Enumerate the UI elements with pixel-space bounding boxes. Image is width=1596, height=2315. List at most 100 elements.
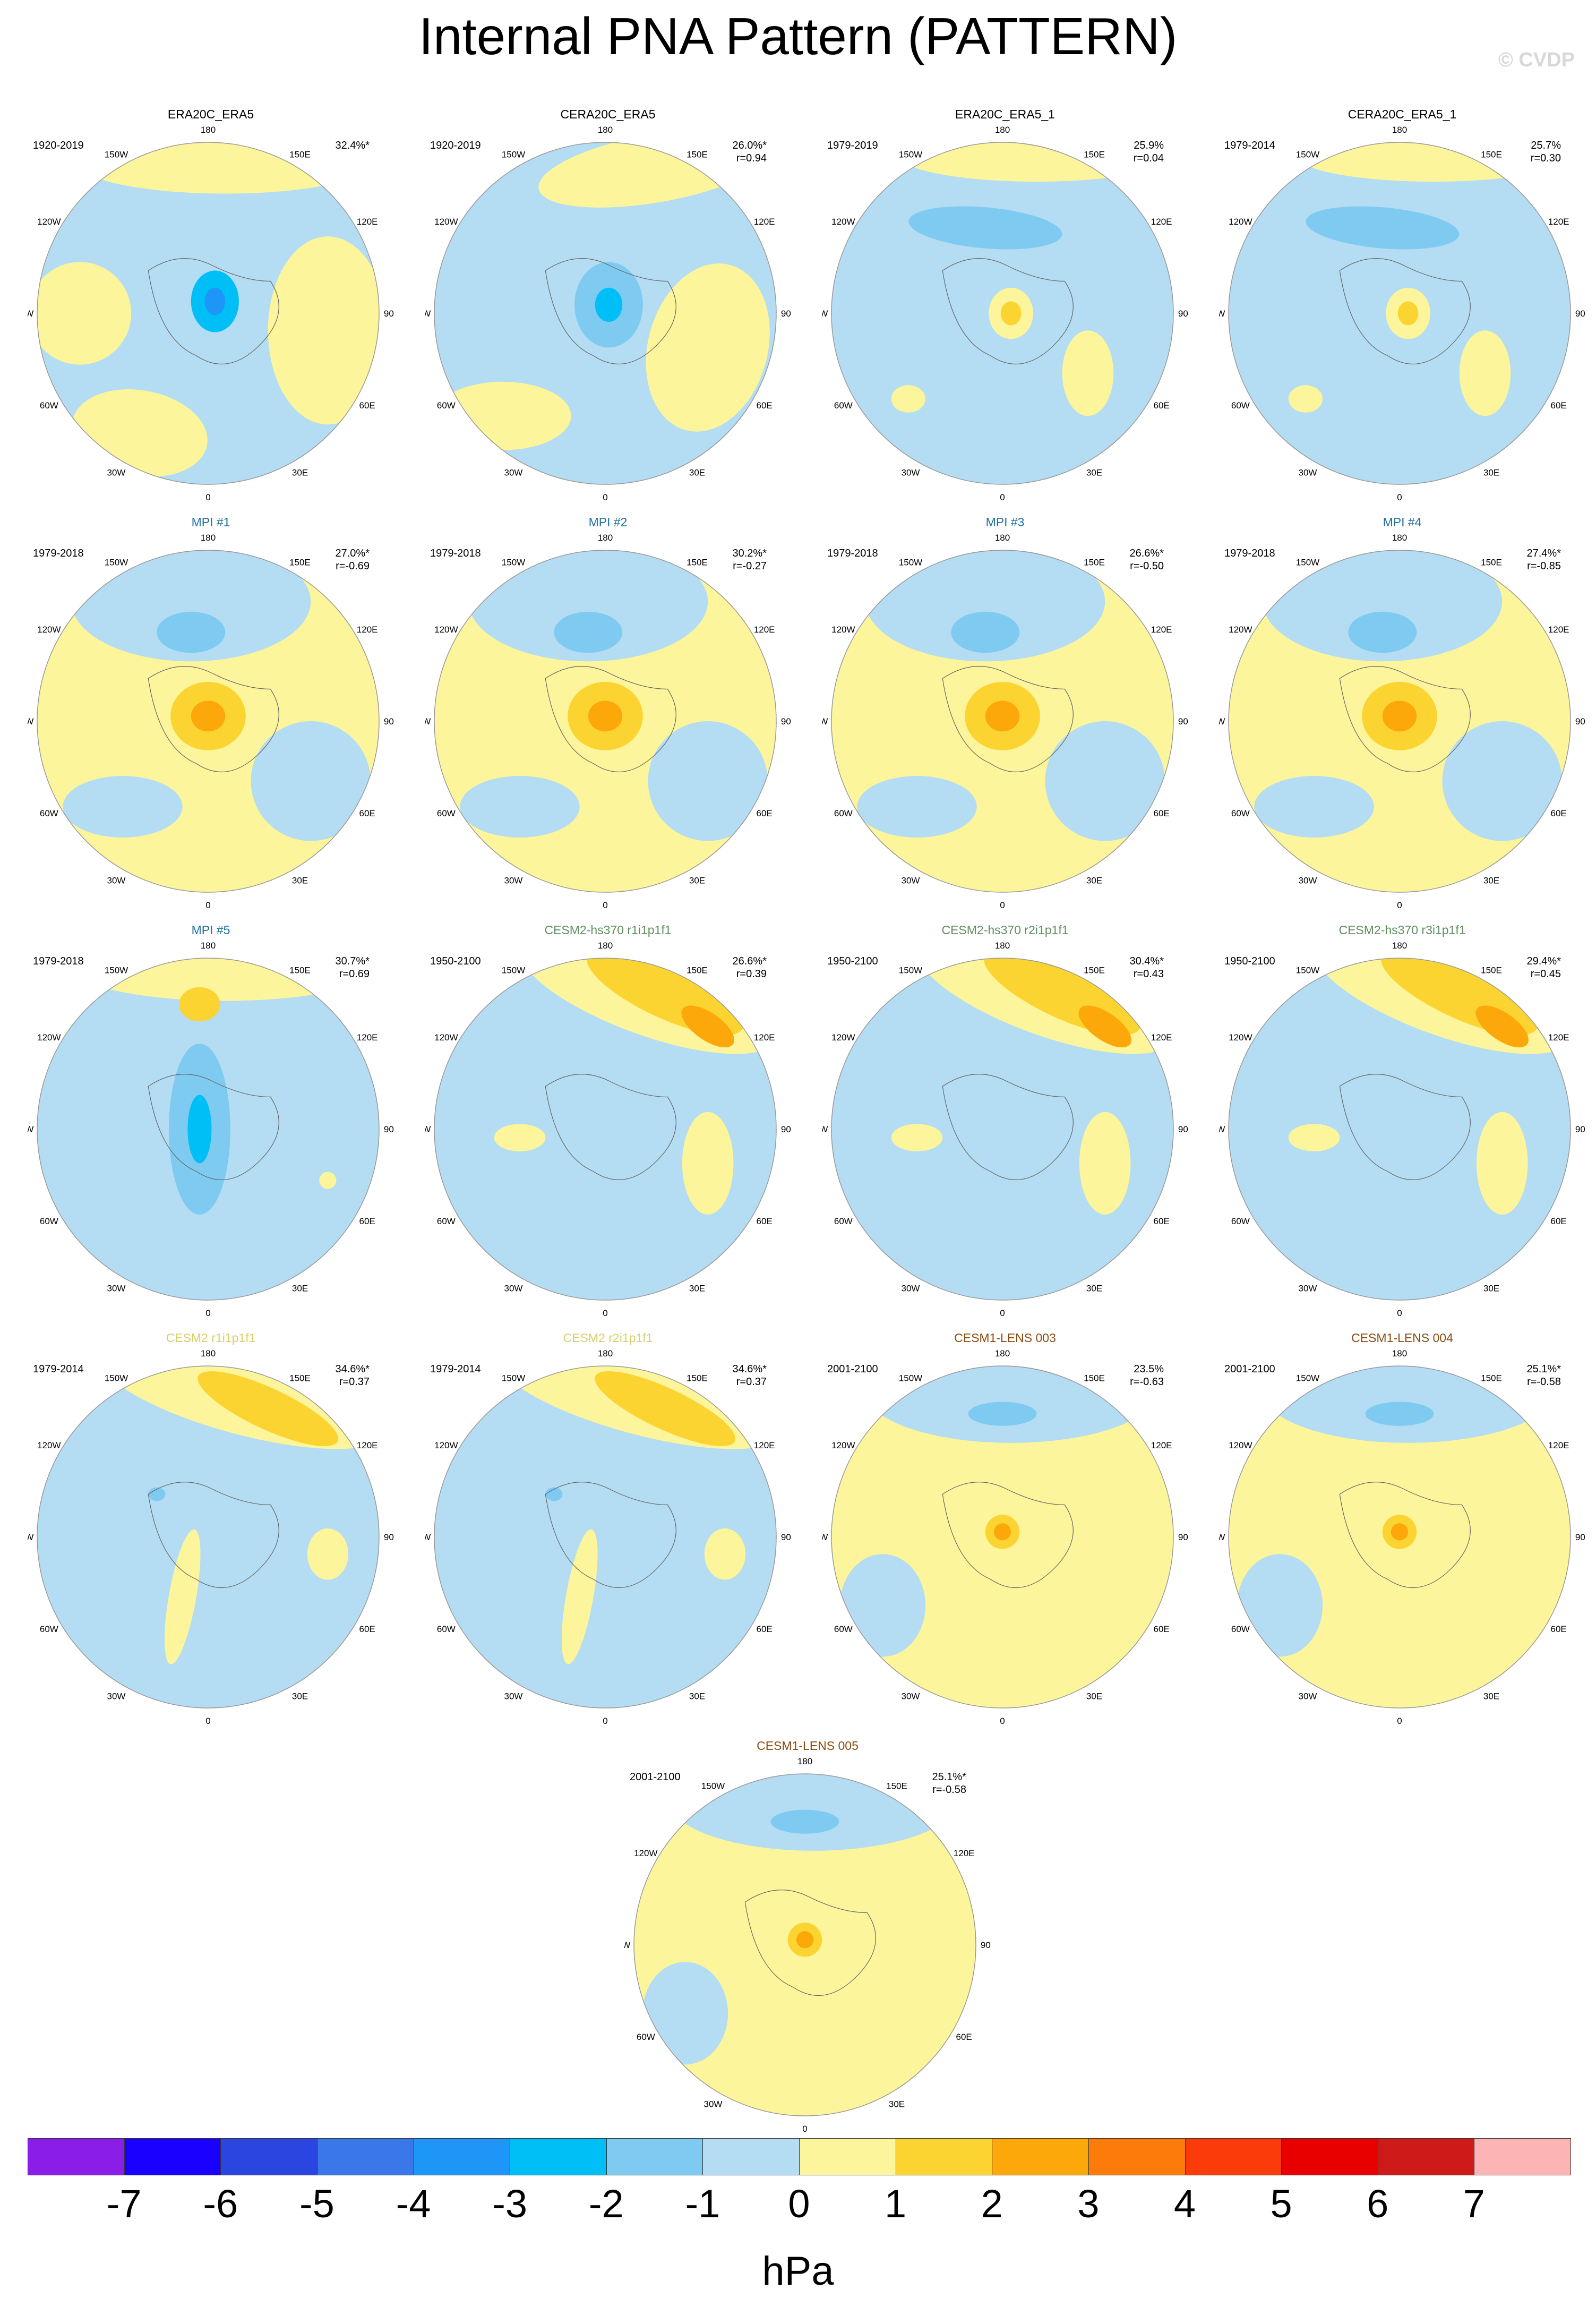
longitude-label: 150E bbox=[1481, 1373, 1502, 1383]
longitude-label: 120E bbox=[1151, 1440, 1172, 1450]
map-outline bbox=[633, 1773, 976, 2116]
longitude-label: 60W bbox=[40, 1216, 58, 1226]
map-outline bbox=[37, 958, 380, 1301]
map-outline bbox=[37, 1365, 380, 1709]
longitude-label: 30W bbox=[107, 468, 126, 478]
longitude-label: 150W bbox=[899, 149, 922, 159]
coastline bbox=[545, 258, 676, 365]
longitude-label: 60W bbox=[834, 1216, 853, 1226]
map-panel: MPI #2 1979-2018 30.2%* r=-0.27 180 150E 120E 9… bbox=[425, 514, 791, 920]
panel-correlation: r=0.94 bbox=[736, 152, 767, 164]
map-panel: CESM2 r1i1p1f1 1979-2014 34.6%* r=0.37 180 15… bbox=[28, 1330, 394, 1736]
longitude-label: 30W bbox=[1299, 1692, 1317, 1702]
panel-correlation: r=0.37 bbox=[339, 1376, 370, 1388]
longitude-label: 60E bbox=[359, 808, 375, 818]
longitude-label: 120W bbox=[37, 1032, 61, 1043]
longitude-label: 120W bbox=[1229, 1032, 1252, 1043]
longitude-label: 30E bbox=[689, 876, 705, 886]
longitude-label: 180 bbox=[1392, 533, 1407, 543]
longitude-label: 150E bbox=[687, 557, 708, 567]
longitude-label: 150W bbox=[701, 1781, 725, 1791]
map-panel: CESM1-LENS 005 2001-2100 25.1%* r=-0.58 180 1… bbox=[624, 1738, 991, 2144]
longitude-label: 150E bbox=[1481, 557, 1502, 567]
anomaly-contour bbox=[1306, 206, 1460, 250]
anomaly-contour bbox=[1263, 550, 1503, 662]
panel-correlation: r=0.30 bbox=[1530, 152, 1561, 164]
longitude-label: 90W bbox=[822, 1532, 828, 1542]
anomaly-contour bbox=[891, 1124, 943, 1151]
longitude-label: 180 bbox=[995, 941, 1010, 951]
panel-title: CESM2-hs370 r3i1p1f1 bbox=[1338, 923, 1466, 937]
longitude-label: 90W bbox=[425, 1532, 431, 1542]
colorbar-tick-label: -1 bbox=[685, 2182, 720, 2226]
longitude-label: 60E bbox=[359, 1216, 375, 1226]
panel-variance-pct: 26.6%* bbox=[732, 955, 767, 967]
longitude-label: 60W bbox=[834, 400, 853, 411]
longitude-label: 90W bbox=[425, 1124, 431, 1134]
longitude-label: 0 bbox=[1000, 900, 1005, 910]
longitude-label: 60W bbox=[834, 1624, 853, 1634]
longitude-label: 60W bbox=[437, 1216, 456, 1226]
longitude-label: 180 bbox=[201, 125, 216, 135]
anomaly-contour bbox=[1459, 330, 1511, 416]
longitude-label: 60W bbox=[834, 808, 853, 818]
longitude-label: 150E bbox=[1084, 149, 1105, 159]
longitude-label: 150W bbox=[899, 1373, 922, 1383]
longitude-label: 180 bbox=[797, 1756, 812, 1766]
colorbar-tick-label: 2 bbox=[981, 2182, 1003, 2226]
longitude-label: 180 bbox=[995, 125, 1010, 135]
polar-map: 180 150E 120E 90E 60E 30E 0 30W 60W 90W 120W 150W bbox=[425, 125, 791, 502]
longitude-label: 60W bbox=[40, 1624, 58, 1634]
panel-variance-pct: 23.5% bbox=[1134, 1363, 1164, 1375]
longitude-label: 90W bbox=[1219, 716, 1225, 727]
longitude-label: 120E bbox=[357, 625, 378, 635]
longitude-label: 30W bbox=[902, 876, 920, 886]
panel-variance-pct: 25.1%* bbox=[932, 1771, 967, 1783]
panel-period: 1950-2100 bbox=[827, 955, 878, 967]
longitude-label: 0 bbox=[205, 900, 210, 910]
longitude-label: 60E bbox=[1154, 1624, 1170, 1634]
map-panel: MPI #5 1979-2018 30.7%* r=0.69 180 150E 120E 90… bbox=[28, 922, 394, 1328]
longitude-label: 30W bbox=[1299, 1284, 1317, 1294]
colorbar-tick-label: -2 bbox=[588, 2182, 624, 2226]
longitude-label: 150E bbox=[289, 149, 311, 159]
longitude-label: 150W bbox=[1296, 1373, 1319, 1383]
longitude-label: 0 bbox=[603, 492, 607, 502]
coastline bbox=[942, 1074, 1074, 1181]
map-background bbox=[434, 1366, 776, 1708]
longitude-label: 120E bbox=[954, 1848, 975, 1858]
longitude-label: 150W bbox=[502, 149, 525, 159]
panel-period: 1979-2014 bbox=[430, 1363, 481, 1375]
longitude-label: 90W bbox=[28, 309, 33, 319]
panel-title: MPI #4 bbox=[1383, 515, 1422, 529]
longitude-label: 120E bbox=[1151, 625, 1172, 635]
longitude-label: 120W bbox=[1229, 1440, 1252, 1450]
longitude-label: 120E bbox=[754, 1440, 775, 1450]
panel-title: CESM2 r1i1p1f1 bbox=[166, 1331, 256, 1345]
coastline bbox=[942, 258, 1074, 365]
longitude-label: 30W bbox=[107, 1692, 126, 1702]
colorbar-swatch bbox=[413, 2138, 511, 2175]
longitude-label: 30W bbox=[902, 468, 920, 478]
longitude-label: 60E bbox=[1154, 808, 1170, 818]
anomaly-contour bbox=[595, 1371, 736, 1447]
panel-title: MPI #3 bbox=[985, 515, 1025, 529]
panel-variance-pct: 34.6%* bbox=[335, 1363, 370, 1375]
watermark: © CVDP bbox=[1498, 49, 1575, 71]
longitude-label: 0 bbox=[205, 492, 210, 502]
longitude-label: 0 bbox=[1000, 1716, 1005, 1726]
longitude-label: 30E bbox=[1483, 1284, 1499, 1294]
colorbar-tick-label: 4 bbox=[1173, 2182, 1196, 2226]
longitude-label: 60E bbox=[1551, 1216, 1567, 1226]
longitude-label: 120W bbox=[831, 625, 855, 635]
longitude-label: 180 bbox=[1392, 1348, 1407, 1359]
longitude-label: 180 bbox=[598, 1348, 613, 1359]
longitude-label: 30E bbox=[1483, 468, 1499, 478]
anomaly-contour bbox=[770, 1809, 839, 1834]
colorbar-tick-label: -7 bbox=[106, 2182, 142, 2226]
panel-period: 1979-2014 bbox=[33, 1363, 84, 1375]
longitude-label: 30W bbox=[902, 1692, 920, 1702]
colorbar-swatch bbox=[606, 2138, 703, 2175]
panel-correlation: r=-0.63 bbox=[1130, 1376, 1164, 1388]
longitude-label: 30W bbox=[504, 1692, 523, 1702]
